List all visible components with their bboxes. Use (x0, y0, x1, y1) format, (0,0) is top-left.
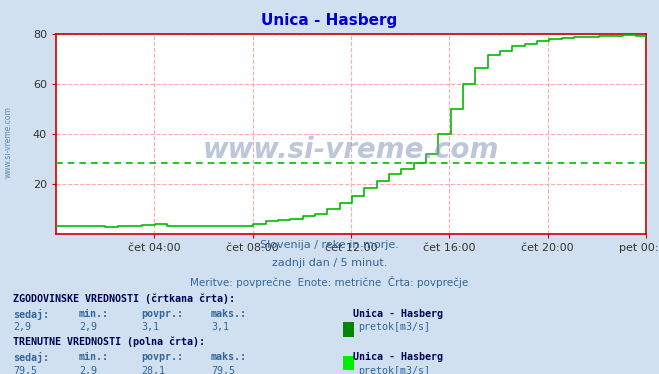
Text: zadnji dan / 5 minut.: zadnji dan / 5 minut. (272, 258, 387, 268)
Text: www.si-vreme.com: www.si-vreme.com (203, 136, 499, 164)
Text: maks.:: maks.: (211, 309, 247, 319)
Text: Slovenija / reke in morje.: Slovenija / reke in morje. (260, 240, 399, 250)
Text: 79,5: 79,5 (211, 366, 235, 374)
Text: 2,9: 2,9 (79, 322, 97, 332)
Text: povpr.:: povpr.: (142, 309, 184, 319)
Text: maks.:: maks.: (211, 352, 247, 362)
Text: www.si-vreme.com: www.si-vreme.com (3, 106, 13, 178)
Text: ZGODOVINSKE VREDNOSTI (črtkana črta):: ZGODOVINSKE VREDNOSTI (črtkana črta): (13, 294, 235, 304)
Text: 79,5: 79,5 (13, 366, 37, 374)
Text: Unica - Hasberg: Unica - Hasberg (262, 13, 397, 28)
Text: min.:: min.: (79, 352, 109, 362)
Text: TRENUTNE VREDNOSTI (polna črta):: TRENUTNE VREDNOSTI (polna črta): (13, 337, 205, 347)
Text: pretok[m3/s]: pretok[m3/s] (358, 322, 430, 332)
Text: 2,9: 2,9 (79, 366, 97, 374)
Text: min.:: min.: (79, 309, 109, 319)
Text: povpr.:: povpr.: (142, 352, 184, 362)
Text: Unica - Hasberg: Unica - Hasberg (353, 309, 443, 319)
Text: Unica - Hasberg: Unica - Hasberg (353, 352, 443, 362)
Text: 28,1: 28,1 (142, 366, 165, 374)
Text: 3,1: 3,1 (142, 322, 159, 332)
Text: pretok[m3/s]: pretok[m3/s] (358, 366, 430, 374)
Text: sedaj:: sedaj: (13, 352, 49, 362)
Text: 2,9: 2,9 (13, 322, 31, 332)
Text: Meritve: povprečne  Enote: metrične  Črta: povprečje: Meritve: povprečne Enote: metrične Črta:… (190, 276, 469, 288)
Text: 3,1: 3,1 (211, 322, 229, 332)
Text: sedaj:: sedaj: (13, 309, 49, 319)
